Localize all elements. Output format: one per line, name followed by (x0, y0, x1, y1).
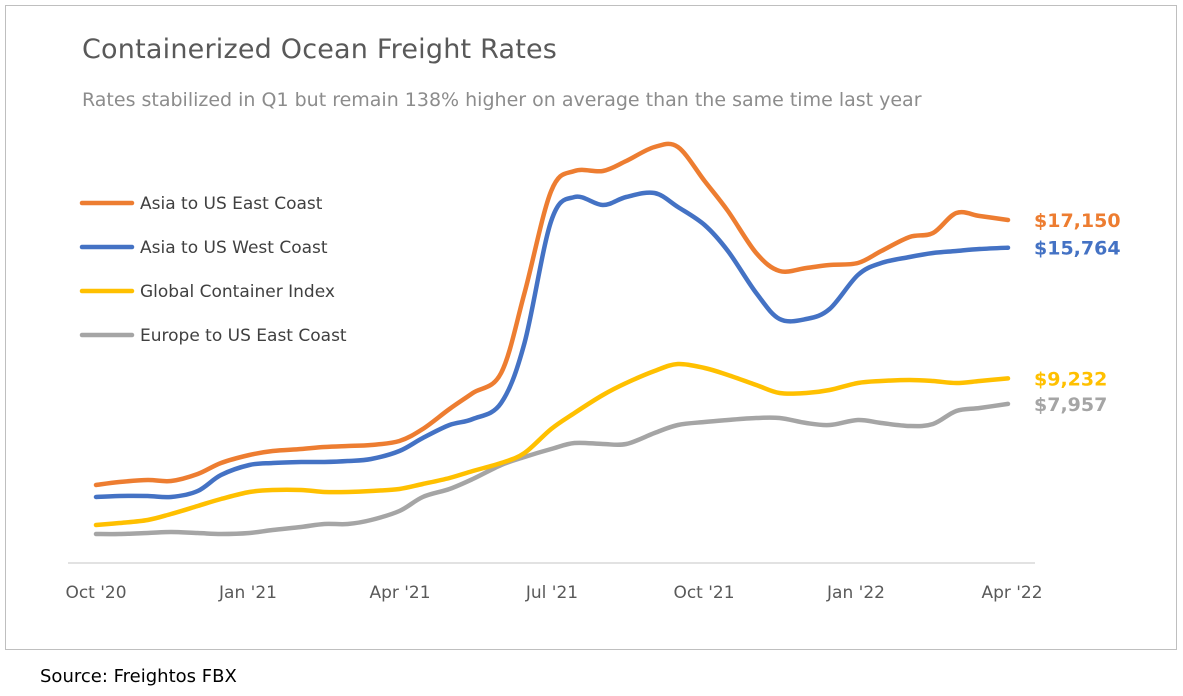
series-line-global-container-index (93, 361, 1011, 528)
chart-title: Containerized Ocean Freight Rates (82, 34, 558, 65)
x-tick-label: Apr '22 (981, 583, 1042, 603)
legend-label-global-container-index: Global Container Index (140, 282, 335, 302)
legend-label-asia-to-us-west-coast: Asia to US West Coast (140, 238, 328, 258)
end-label-asia-to-us-east-coast: $17,150 (1034, 210, 1121, 232)
end-label-global-container-index: $9,232 (1034, 368, 1107, 390)
x-axis-ticks: Oct '20 Jan '21 Apr '21 Jul '21 Oct '21 Jan '… (65, 583, 1042, 603)
end-label-asia-to-us-west-coast: $15,764 (1034, 238, 1121, 260)
x-tick-label: Jan '22 (826, 583, 885, 603)
x-tick-label: Oct '20 (65, 583, 126, 603)
series-lines (93, 141, 1011, 537)
series-line-asia-to-us-west-coast (93, 190, 1011, 500)
legend-label-europe-to-us-east-coast: Europe to US East Coast (140, 326, 347, 346)
legend-label-asia-to-us-east-coast: Asia to US East Coast (140, 194, 323, 214)
x-tick-label: Oct '21 (673, 583, 734, 603)
source-note: Source: Freightos FBX (40, 666, 237, 687)
chart-frame (5, 5, 1177, 650)
chart-subtitle: Rates stabilized in Q1 but remain 138% h… (82, 89, 922, 111)
x-tick-label: Apr '21 (369, 583, 430, 603)
series-line-asia-to-us-east-coast (93, 141, 1011, 488)
end-label-europe-to-us-east-coast: $7,957 (1034, 394, 1107, 416)
x-tick-label: Jul '21 (525, 583, 578, 603)
end-value-labels: $17,150 $15,764 $9,232 $7,957 (1034, 210, 1121, 416)
legend: Asia to US East Coast Asia to US West Coa… (79, 194, 347, 346)
x-tick-label: Jan '21 (218, 583, 277, 603)
series-line-europe-to-us-east-coast (93, 401, 1011, 537)
